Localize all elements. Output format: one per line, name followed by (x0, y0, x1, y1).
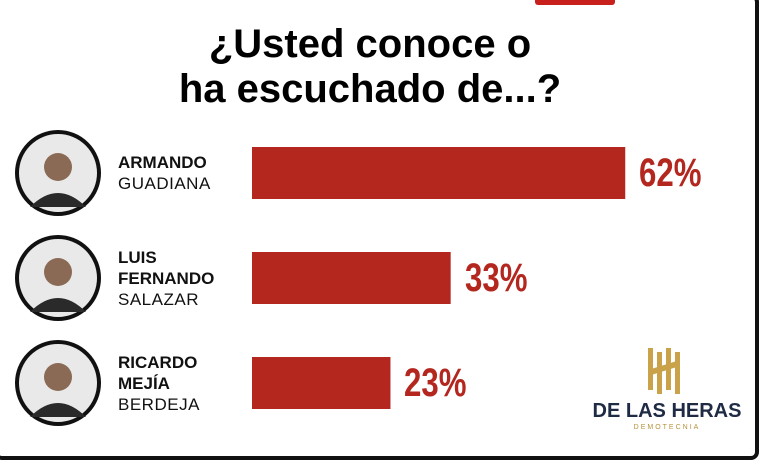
category-given: RICARDO MEJÍA (118, 352, 198, 393)
category-label: ARMANDO GUADIANA (118, 133, 246, 213)
source-subtitle: DEMOTECNIA (633, 424, 701, 431)
title-line: ha escuchado de...? (178, 67, 562, 111)
portrait (15, 235, 101, 321)
frame (0, 0, 759, 460)
chart-title: ¿Usted conoce o ha escuchado de...? (100, 22, 640, 112)
portrait-body (30, 298, 86, 312)
portrait (15, 340, 101, 426)
bar (252, 147, 626, 199)
bar (252, 252, 451, 304)
portrait (15, 130, 101, 216)
category-given: ARMANDO (118, 153, 207, 172)
category-label: RICARDO MEJÍA BERDEJA (118, 343, 246, 423)
value-label: 62% (639, 151, 702, 195)
category-label: LUIS FERNANDO SALAZAR (118, 238, 246, 318)
value-label: 23% (404, 361, 467, 405)
category-surname: GUADIANA (118, 174, 211, 193)
source-name: DE LAS HERAS (592, 400, 742, 422)
title-line: ¿Usted conoce o (208, 22, 532, 66)
top-tab (535, 0, 615, 5)
portrait-head (44, 153, 72, 181)
category-surname: BERDEJA (118, 394, 200, 414)
portrait-head (44, 363, 72, 391)
logo-mark (648, 348, 680, 394)
portrait-head (44, 258, 72, 286)
bar (252, 357, 391, 409)
category-given: LUIS FERNANDO (118, 247, 215, 288)
value-label: 33% (464, 256, 528, 300)
portrait-body (30, 193, 86, 207)
category-surname: SALAZAR (118, 289, 199, 309)
portrait-body (30, 403, 86, 417)
